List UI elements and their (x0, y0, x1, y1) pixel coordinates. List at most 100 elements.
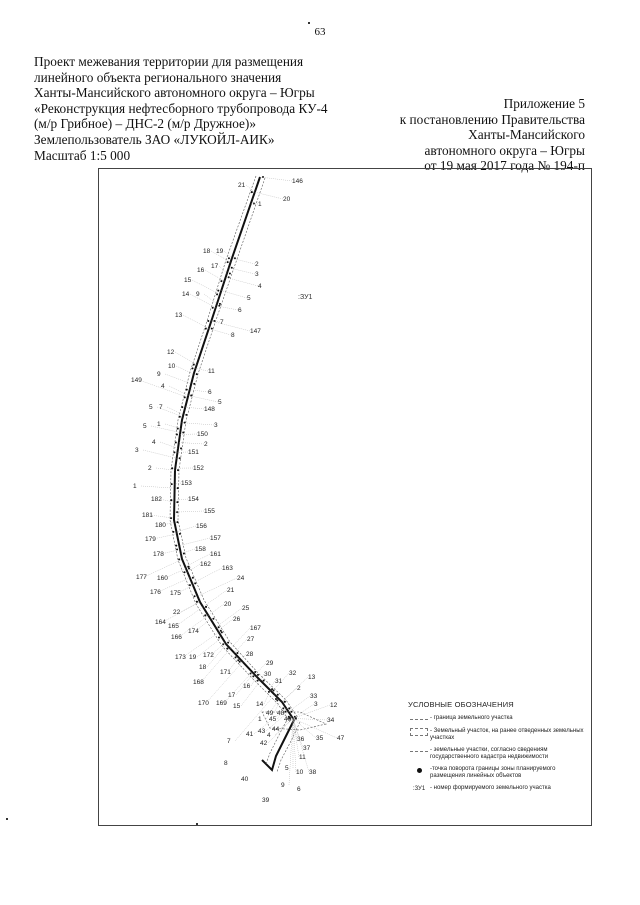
turn-point-dot (204, 327, 207, 330)
leader-line (240, 680, 261, 707)
leader-line (292, 718, 300, 758)
turn-point-dot (204, 614, 207, 617)
leader-line (292, 718, 338, 739)
point-label: 9 (281, 782, 285, 789)
leader-line (271, 672, 290, 693)
turn-point-dot (176, 487, 179, 490)
point-label: 44 (272, 726, 280, 733)
point-label: 2 (297, 685, 301, 692)
turn-point-dot (227, 641, 230, 644)
dashed-line-symbol (408, 747, 430, 755)
point-label: 35 (316, 735, 324, 742)
turn-point-dot (175, 433, 178, 436)
leader-line (217, 618, 234, 631)
point-label: 5 (149, 404, 153, 411)
point-label: 168 (193, 679, 204, 686)
point-label: 47 (337, 735, 345, 742)
point-label: 165 (168, 623, 179, 630)
turn-point-dot (173, 451, 176, 454)
leader-line (202, 589, 228, 608)
title-line: Землепользователь ЗАО «ЛУКОЙЛ-АИК» (34, 131, 275, 147)
point-label: 25 (242, 605, 250, 612)
leader-line (180, 548, 196, 554)
turn-point-dot (205, 605, 208, 608)
leader-line (138, 379, 188, 398)
point-label: 4 (161, 383, 165, 390)
turn-point-dot (218, 304, 221, 307)
point-label: 14 (256, 701, 264, 708)
turn-point-dot (236, 652, 239, 655)
leader-line (216, 305, 239, 311)
legend-text: - номер формируемого земельного участка (430, 785, 551, 791)
legend-text: - земельные участки, согласно сведениям … (430, 747, 549, 760)
leader-line (182, 314, 209, 329)
point-label: 20 (283, 196, 291, 203)
appendix-line: Приложение 5 (503, 96, 585, 111)
point-label: 31 (275, 678, 283, 685)
leader-line (210, 250, 231, 263)
point-label: 180 (155, 522, 166, 529)
point-label: 5 (218, 399, 222, 406)
turn-point-dot (176, 427, 179, 430)
turn-point-dot (288, 707, 291, 710)
turn-point-dot (226, 261, 229, 264)
turn-point-dot (193, 595, 196, 598)
turn-point-dot (188, 567, 191, 570)
point-label: 32 (289, 670, 297, 677)
turn-point-dot (188, 584, 191, 587)
turn-point-dot (193, 382, 196, 385)
turn-point-dot (185, 388, 188, 391)
turn-point-dot (294, 717, 297, 720)
leader-line (206, 644, 227, 668)
point-label: 30 (264, 671, 272, 678)
leader-line (260, 673, 265, 681)
turn-point-dot (183, 421, 186, 424)
point-label: 46 (284, 716, 292, 723)
leader-line (181, 422, 215, 426)
point-label: 174 (188, 628, 199, 635)
leader-line (175, 606, 204, 627)
zone-label: :ЗУ1 (298, 294, 313, 301)
turn-point-dot (195, 373, 198, 376)
point-label: 157 (210, 535, 221, 542)
leader-line (254, 191, 284, 200)
point-label: 27 (247, 636, 255, 643)
plot-number-symbol: :ЗУ1 (412, 785, 426, 792)
leader-line (281, 676, 309, 702)
leader-line (177, 585, 194, 594)
leader-line (178, 442, 205, 445)
turn-point-dot (254, 670, 257, 673)
point-label: 160 (157, 575, 168, 582)
point-label: 179 (145, 536, 156, 543)
leader-line (182, 632, 219, 658)
turn-point-dot (288, 717, 291, 720)
turn-point-dot (217, 626, 220, 629)
point-label: 17 (228, 692, 236, 699)
point-label: 176 (150, 589, 161, 596)
turn-point-dot (182, 431, 185, 434)
point-label: 178 (153, 551, 164, 558)
leader-line (254, 662, 267, 676)
point-label: 154 (188, 496, 199, 503)
turn-point-dot (178, 457, 181, 460)
turn-point-dot (233, 257, 236, 260)
turn-point-dot (194, 582, 197, 585)
legend-title: УСЛОВНЫЕ ОБОЗНАЧЕНИЯ (408, 700, 514, 709)
turn-point-dot (252, 202, 255, 205)
point-label: 7 (227, 738, 231, 745)
point-label: 37 (303, 745, 311, 752)
leader-line (142, 449, 177, 459)
turn-point-dot (195, 600, 198, 603)
turn-points (170, 176, 297, 720)
turn-point-dot (181, 406, 184, 409)
leader-line (245, 184, 255, 193)
point-label: 11 (299, 754, 306, 761)
point-label: 7 (159, 404, 163, 411)
turn-point-dot (271, 688, 274, 691)
turn-point-dot (283, 700, 286, 703)
turn-point-dot (182, 552, 185, 555)
leader-line (263, 690, 271, 705)
point-label: 33 (310, 693, 318, 700)
point-label: 21 (227, 587, 235, 594)
